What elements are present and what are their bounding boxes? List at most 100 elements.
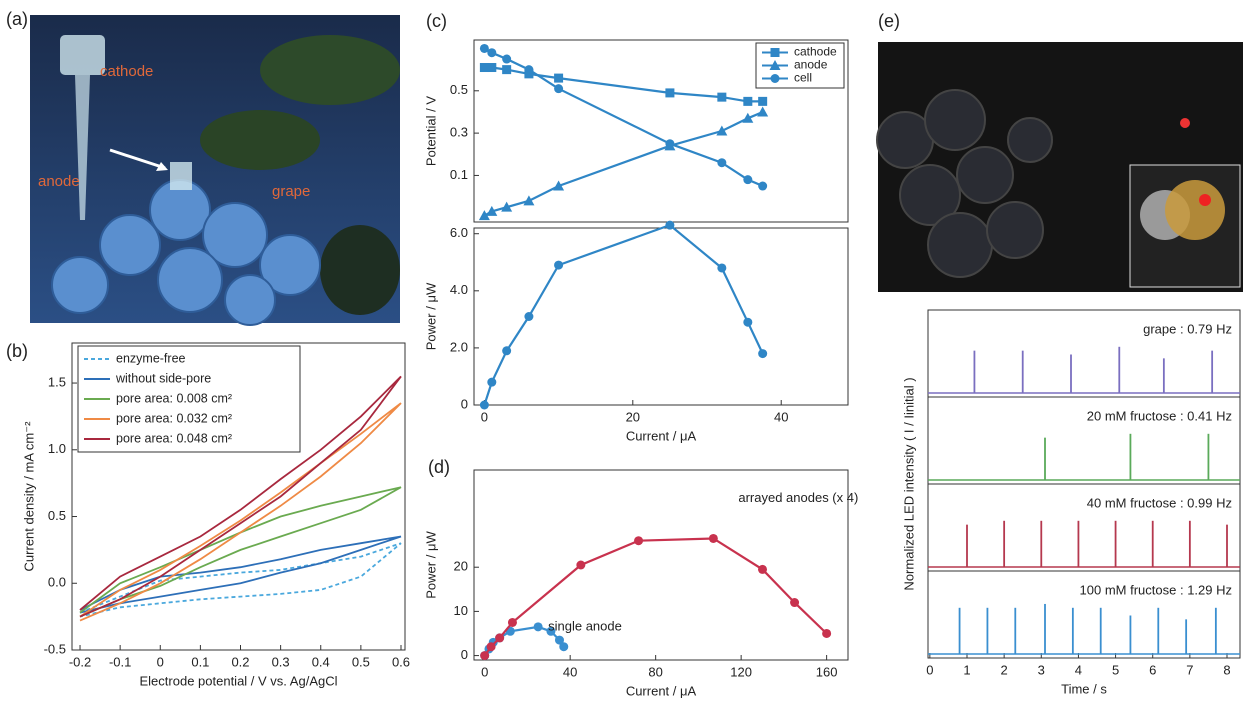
marker xyxy=(553,180,565,191)
series-label: 20 mM fructose : 0.41 Hz xyxy=(1087,408,1232,423)
marker xyxy=(743,317,753,327)
marker xyxy=(502,65,512,75)
marker xyxy=(479,63,489,73)
grape xyxy=(899,164,961,226)
legend-label: without side-pore xyxy=(115,371,211,385)
legend-label: pore area: 0.048 cm² xyxy=(116,431,232,445)
grape xyxy=(1007,117,1053,163)
panel-label: (a) xyxy=(6,9,28,29)
grape xyxy=(51,256,109,314)
marker xyxy=(554,260,564,270)
x-tick-label: 40 xyxy=(563,664,577,679)
y-tick-label: 6.0 xyxy=(450,225,468,240)
led xyxy=(1180,118,1190,128)
x-tick-label: 160 xyxy=(816,664,838,679)
marker xyxy=(479,400,489,410)
y-tick-label: 1.0 xyxy=(48,441,66,456)
series-line xyxy=(79,535,402,614)
marker xyxy=(665,139,675,149)
x-tick-label: 0 xyxy=(157,654,164,669)
legend-label: anode xyxy=(794,58,828,72)
plot-frame xyxy=(71,342,406,651)
x-tick-label: 0 xyxy=(926,662,933,677)
marker xyxy=(486,205,498,216)
marker xyxy=(502,346,512,356)
device-cathode xyxy=(60,35,105,75)
x-tick-label: 80 xyxy=(648,664,662,679)
marker xyxy=(717,263,727,273)
x-tick-label: 3 xyxy=(1038,662,1045,677)
y-tick-label: 1.5 xyxy=(48,374,66,389)
marker xyxy=(742,112,754,123)
grape xyxy=(224,274,276,326)
marker xyxy=(717,92,727,102)
panel-label: (e) xyxy=(878,11,900,31)
y-axis-label: Power / μW xyxy=(423,531,438,599)
y-tick-label: 10 xyxy=(454,603,468,618)
marker xyxy=(559,642,569,652)
x-tick-label: 0 xyxy=(481,409,488,424)
marker xyxy=(487,48,497,58)
marker xyxy=(487,377,497,387)
device xyxy=(170,162,192,190)
y-axis-label: Normalized LED intensity ( I / Iinitial … xyxy=(901,377,916,590)
series-annotation: arrayed anodes (x 4) xyxy=(738,490,858,505)
x-tick-label: 120 xyxy=(730,664,752,679)
marker xyxy=(716,125,728,136)
marker xyxy=(524,65,534,75)
photo-e xyxy=(876,42,1243,292)
marker xyxy=(480,651,490,661)
leaf xyxy=(320,225,400,315)
marker xyxy=(576,560,586,570)
legend-marker xyxy=(769,60,781,70)
legend-marker xyxy=(770,48,780,57)
grape xyxy=(986,201,1044,259)
device xyxy=(1165,180,1225,240)
legend-box xyxy=(77,345,301,453)
marker xyxy=(708,533,718,543)
x-tick-label: 0.3 xyxy=(272,654,290,669)
photo-label: cathode xyxy=(100,63,153,80)
marker xyxy=(478,210,490,221)
marker xyxy=(757,106,769,117)
marker xyxy=(758,564,768,574)
y-tick-label: 0.5 xyxy=(48,508,66,523)
series-label: 40 mM fructose : 0.99 Hz xyxy=(1087,495,1232,510)
marker xyxy=(717,158,727,168)
legend-label: enzyme-free xyxy=(116,351,186,365)
y-tick-label: 0 xyxy=(461,396,468,411)
x-tick-label: 0.5 xyxy=(352,654,370,669)
x-axis-label: Current / μA xyxy=(626,428,697,443)
marker xyxy=(487,63,497,73)
marker xyxy=(758,181,768,191)
arrow xyxy=(109,148,166,170)
marker xyxy=(634,536,644,546)
series-line xyxy=(483,537,828,657)
marker xyxy=(486,642,496,652)
grape xyxy=(259,234,321,296)
photo-label: anode xyxy=(38,173,80,190)
x-tick-label: 2 xyxy=(1001,662,1008,677)
legend-label: cell xyxy=(794,71,812,85)
series-annotation: single anode xyxy=(548,618,622,633)
y-tick-label: 0.5 xyxy=(450,82,468,97)
marker xyxy=(758,349,768,359)
grape xyxy=(202,202,268,268)
x-tick-label: 8 xyxy=(1223,662,1230,677)
marker xyxy=(758,96,768,106)
y-tick-label: 0 xyxy=(461,647,468,662)
x-tick-label: -0.1 xyxy=(109,654,131,669)
marker xyxy=(502,54,512,64)
marker xyxy=(479,43,489,53)
y-tick-label: 20 xyxy=(454,559,468,574)
legend-label: pore area: 0.032 cm² xyxy=(116,411,232,425)
plot-frame xyxy=(473,469,849,661)
legend-label: cathode xyxy=(794,45,837,59)
marker xyxy=(790,598,800,608)
series-label: grape : 0.79 Hz xyxy=(1143,321,1232,336)
y-tick-label: -0.5 xyxy=(44,641,66,656)
x-tick-label: 0.2 xyxy=(231,654,249,669)
panel-label: (c) xyxy=(426,11,447,31)
grape xyxy=(924,89,986,151)
